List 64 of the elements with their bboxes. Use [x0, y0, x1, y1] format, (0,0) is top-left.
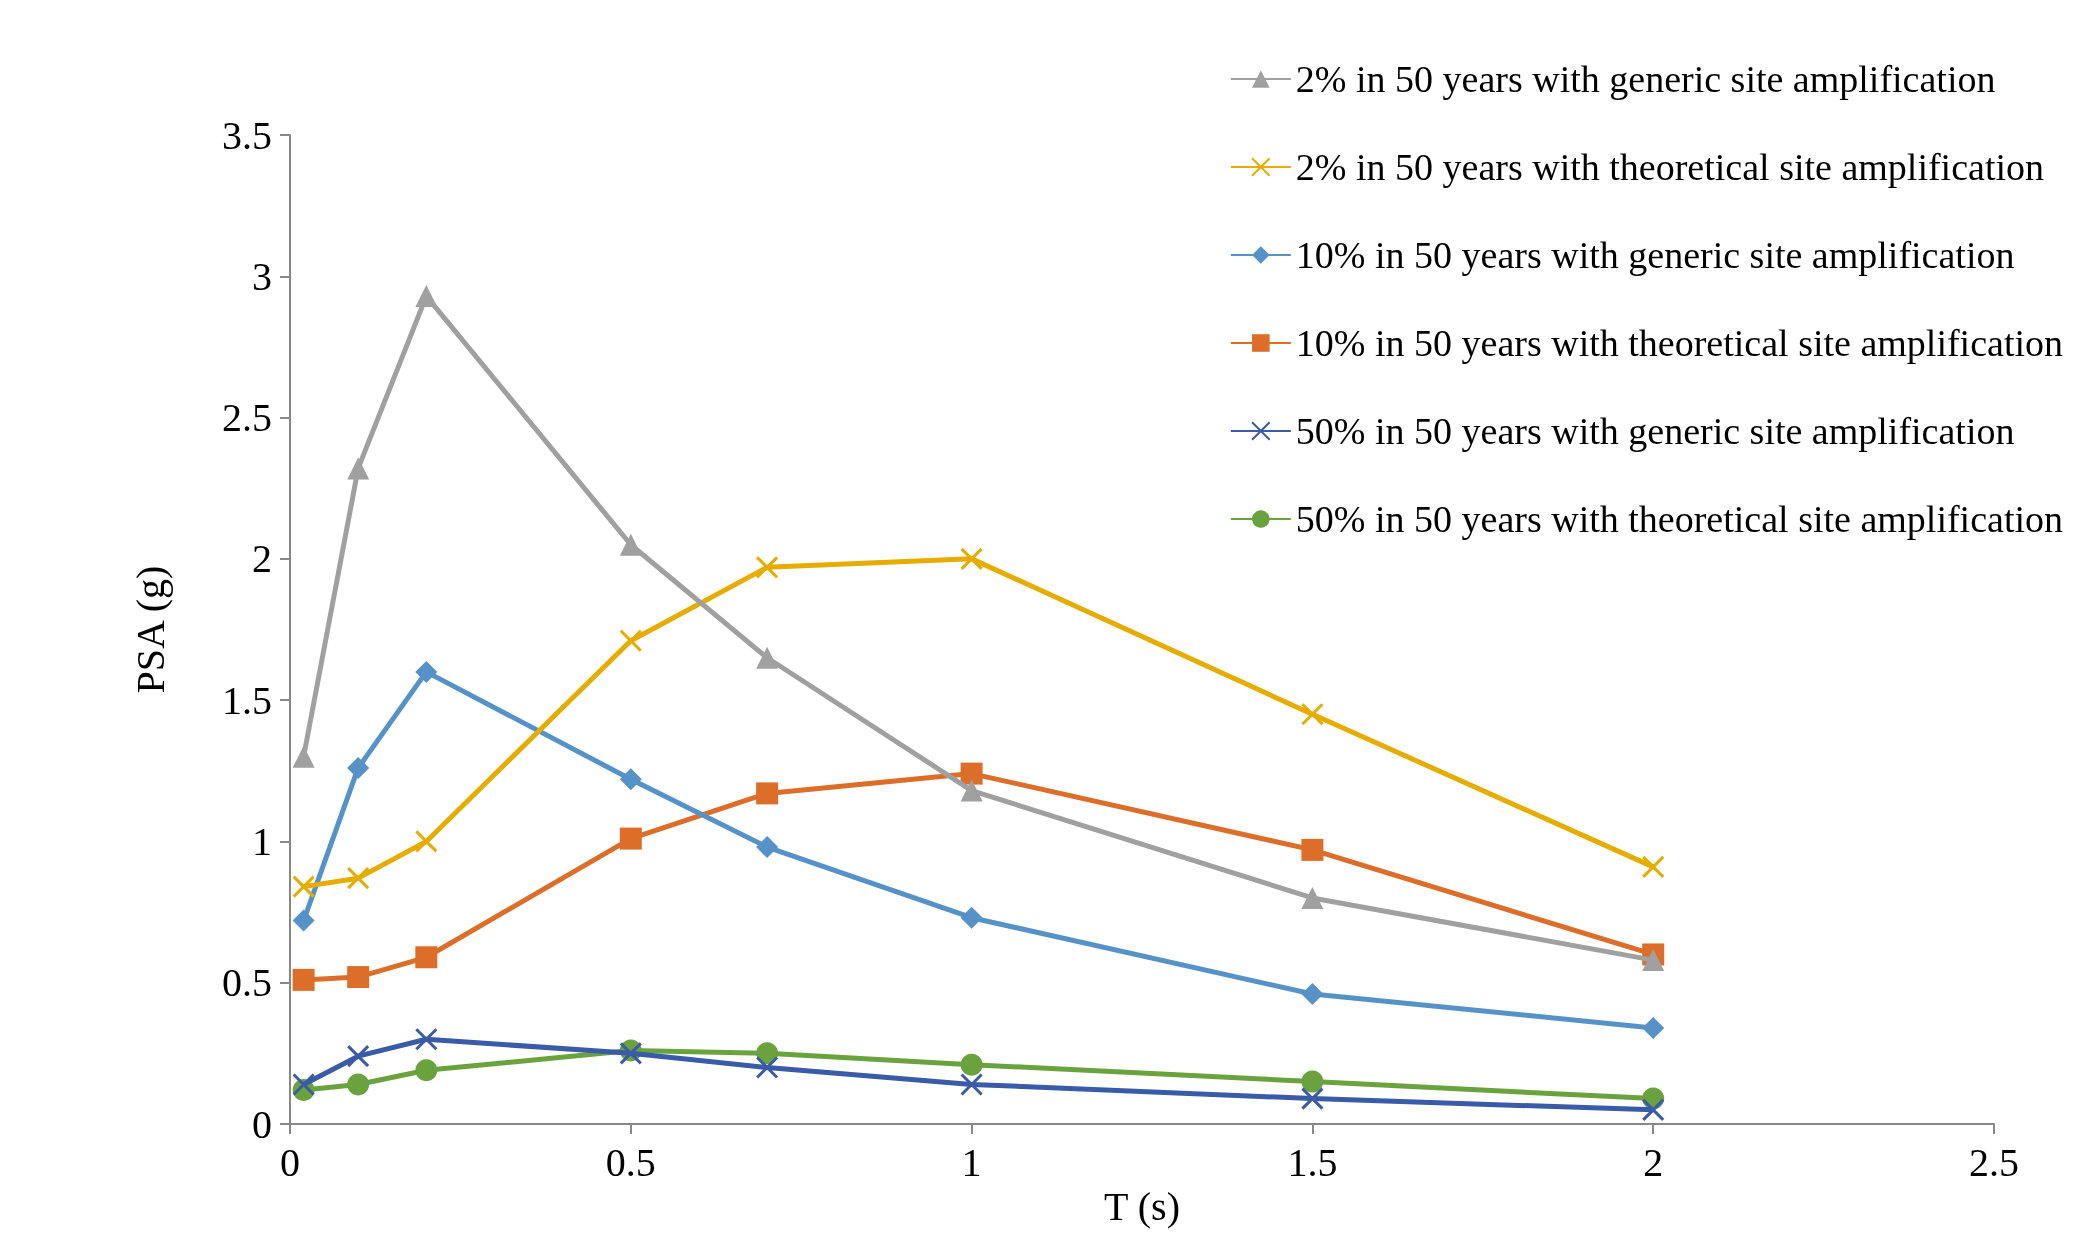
x-tick-label: 1 — [961, 1139, 982, 1185]
point — [346, 866, 370, 890]
legend-label: 2% in 50 years with generic site amplification — [1295, 58, 1996, 100]
legend-label: 10% in 50 years with theoretical site amplification — [1295, 322, 2064, 364]
point — [415, 285, 438, 308]
point — [414, 1027, 438, 1051]
legend-label: 2% in 50 years with theoretical site amplification — [1295, 146, 2045, 188]
y-axis-title: PSA (g) — [127, 565, 173, 694]
point — [960, 547, 984, 571]
point — [1300, 1087, 1324, 1111]
point — [292, 875, 316, 899]
point — [346, 1044, 370, 1068]
point — [415, 1059, 438, 1082]
point — [1641, 1098, 1665, 1122]
point — [414, 829, 438, 853]
point — [619, 629, 643, 653]
x-tick-label: 0.5 — [605, 1139, 656, 1185]
y-tick-label: 2 — [252, 536, 272, 582]
point — [292, 909, 315, 932]
point — [415, 946, 438, 969]
point — [960, 906, 983, 929]
point — [1642, 949, 1665, 972]
point — [347, 966, 370, 989]
point — [1301, 1070, 1324, 1093]
point — [1301, 838, 1324, 861]
point — [347, 1073, 370, 1096]
y-tick-label: 3.5 — [222, 112, 272, 158]
x-axis-title: T (s) — [1104, 1184, 1180, 1230]
point — [292, 1072, 316, 1096]
point — [960, 779, 983, 802]
point — [756, 782, 779, 805]
point — [1642, 1016, 1665, 1039]
point — [347, 756, 370, 779]
point — [756, 836, 779, 859]
y-tick-label: 1.5 — [222, 677, 272, 723]
y-tick-label: 0.5 — [222, 960, 272, 1006]
legend-label: 50% in 50 years with generic site amplification — [1295, 410, 2015, 452]
y-tick-label: 0 — [252, 1101, 272, 1147]
point — [755, 555, 779, 579]
point — [755, 1055, 779, 1079]
y-tick-label: 3 — [252, 253, 272, 299]
point — [960, 762, 983, 785]
y-tick-label: 2.5 — [222, 395, 272, 441]
point — [619, 533, 642, 556]
point — [292, 745, 315, 768]
point — [960, 1072, 984, 1096]
x-tick-label: 1.5 — [1287, 1139, 1338, 1185]
point — [960, 1053, 983, 1076]
point — [1300, 702, 1324, 726]
x-tick-label: 2.5 — [1969, 1139, 2019, 1185]
legend-label: 50% in 50 years with theoretical site amplification — [1295, 498, 2064, 540]
y-tick-label: 1 — [252, 818, 272, 864]
point — [1301, 983, 1324, 1006]
point — [1301, 886, 1324, 909]
point — [619, 827, 642, 850]
point — [292, 968, 315, 991]
x-tick-label: 2 — [1643, 1139, 1664, 1185]
point — [619, 768, 642, 791]
legend-label: 10% in 50 years with generic site amplification — [1295, 234, 2015, 276]
point — [1641, 855, 1665, 879]
x-tick-label: 0 — [280, 1139, 300, 1185]
point — [756, 646, 779, 669]
point — [415, 660, 438, 683]
point — [347, 457, 370, 480]
